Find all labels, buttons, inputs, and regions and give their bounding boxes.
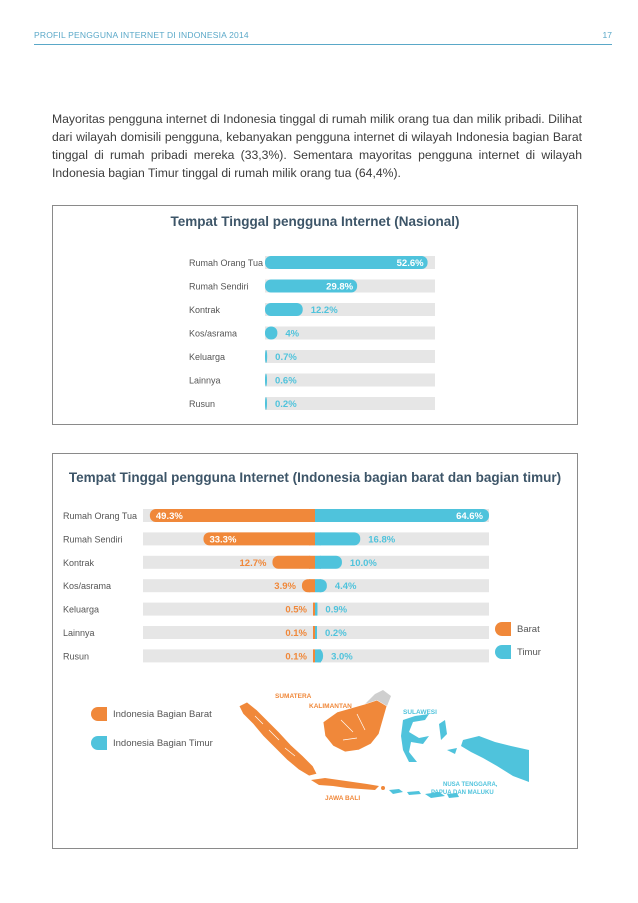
data-label-timur-rumah-orang-tua: 64.6% <box>456 511 483 522</box>
map-label-jawa-bali: JAWA BALI <box>325 795 360 802</box>
map-kalimantan-inner <box>340 713 366 741</box>
category-label-rumah-sendiri: Rumah Sendiri <box>63 534 123 544</box>
data-label-lainnya: 0.6% <box>275 376 297 387</box>
map-label-sulawesi: SULAWESI <box>403 709 437 716</box>
legend-timur-label: Timur <box>517 647 541 658</box>
map-nusa-tenggara <box>389 789 459 798</box>
category-label-rumah-orang-tua: Rumah Orang Tua <box>189 258 263 268</box>
category-label-rumah-sendiri: Rumah Sendiri <box>189 282 249 292</box>
map-sumatera-inner <box>254 715 296 757</box>
data-label-rumah-orang-tua: 52.6% <box>397 258 424 269</box>
bar-track-keluarga <box>265 350 435 363</box>
data-label-rusun: 0.2% <box>275 399 297 410</box>
data-label-timur-kontrak: 10.0% <box>350 558 377 569</box>
indonesia-map: SUMATERA KALIMANTAN SULAWESI JAWA BALI N… <box>238 690 529 802</box>
category-label-rusun: Rusun <box>189 399 215 409</box>
legend-barat-swatch <box>495 622 511 636</box>
map-legend-barat-swatch <box>91 707 107 721</box>
bar-track-rusun <box>265 397 435 410</box>
data-label-barat-kos-asrama: 3.9% <box>274 581 296 592</box>
map-maluku <box>439 720 457 754</box>
bar-track-kontrak <box>265 303 435 316</box>
map-kalimantan-north <box>365 690 391 706</box>
category-label-rusun: Rusun <box>63 651 89 661</box>
region-chart: Rumah Orang Tua 49.3% 64.6% Rumah Sendiri 33… <box>63 509 489 663</box>
bar-barat-rumah-sendiri <box>203 532 315 546</box>
data-label-timur-rusun: 3.0% <box>331 651 353 662</box>
region-chart-panel: Tempat Tinggal pengguna Internet (Indone… <box>52 453 578 849</box>
bar-rumah-sendiri <box>265 279 358 293</box>
category-label-kontrak: Kontrak <box>189 305 221 315</box>
map-label-kalimantan: KALIMANTAN <box>309 703 352 710</box>
data-label-timur-kos-asrama: 4.4% <box>335 581 357 592</box>
map-kalimantan <box>322 699 388 753</box>
bar-lainnya <box>265 373 267 387</box>
national-chart-panel: Tempat Tinggal pengguna Internet (Nasion… <box>52 205 578 425</box>
category-label-kontrak: Kontrak <box>63 558 95 568</box>
bar-timur-rumah-orang-tua <box>315 509 489 522</box>
data-label-timur-rumah-sendiri: 16.8% <box>368 534 395 545</box>
data-label-barat-rusun: 0.1% <box>285 651 307 662</box>
category-label-rumah-orang-tua: Rumah Orang Tua <box>63 511 137 521</box>
region-chart-title: Tempat Tinggal pengguna Internet (Indone… <box>68 470 562 485</box>
bar-timur-rumah-sendiri <box>315 532 361 546</box>
map-legend-timur-label: Indonesia Bagian Timur <box>113 738 213 749</box>
bar-timur-kontrak <box>315 555 342 569</box>
data-label-barat-rumah-orang-tua: 49.3% <box>156 511 183 522</box>
data-label-kos-asrama: 4% <box>285 329 299 340</box>
map-sulawesi <box>401 714 429 762</box>
bar-rumah-orang-tua <box>265 256 428 269</box>
bar-kontrak <box>265 303 303 316</box>
data-label-barat-keluarga: 0.5% <box>285 605 307 616</box>
bar-rusun <box>265 397 267 410</box>
bar-track-kos-asrama <box>265 326 435 340</box>
map-legend-timur-swatch <box>91 736 107 750</box>
map-bali <box>381 786 385 790</box>
category-label-kos-asrama: Kos/asrama <box>189 329 237 339</box>
map-label-nusa-tenggara: NUSA TENGGARA, <box>443 782 498 788</box>
bar-track-lainnya <box>265 373 435 387</box>
national-chart-title: Tempat Tinggal pengguna Internet (Nasion… <box>170 214 460 229</box>
bar-barat-rumah-orang-tua <box>149 509 315 522</box>
header-divider <box>34 44 612 45</box>
data-label-timur-keluarga: 0.9% <box>325 605 347 616</box>
map-label-papua-maluku: PAPUA DAN MALUKU <box>431 790 494 796</box>
category-label-lainnya: Lainnya <box>189 376 221 386</box>
bar-barat-kontrak <box>272 555 315 569</box>
data-label-barat-rumah-sendiri: 33.3% <box>209 534 236 545</box>
map-legend-barat-label: Indonesia Bagian Barat <box>113 709 212 720</box>
national-chart: Rumah Orang Tua 52.6% Rumah Sendiri 29.8% Ko… <box>189 256 435 410</box>
category-label-kos-asrama: Kos/asrama <box>63 581 111 591</box>
category-label-lainnya: Lainnya <box>63 628 95 638</box>
data-label-rumah-sendiri: 29.8% <box>326 282 353 293</box>
intro-paragraph: Mayoritas pengguna internet di Indonesia… <box>52 112 582 180</box>
data-label-kontrak: 12.2% <box>311 305 338 316</box>
category-label-keluarga: Keluarga <box>189 352 225 362</box>
header-title: PROFIL PENGGUNA INTERNET DI INDONESIA 20… <box>34 30 249 40</box>
page-number: 17 <box>602 30 612 40</box>
data-label-timur-lainnya: 0.2% <box>325 628 347 639</box>
data-label-barat-kontrak: 12.7% <box>240 558 267 569</box>
bar-keluarga <box>265 350 268 363</box>
map-papua <box>461 736 529 782</box>
page-header: PROFIL PENGGUNA INTERNET DI INDONESIA 20… <box>34 30 612 46</box>
map-label-sumatera: SUMATERA <box>275 693 312 700</box>
data-label-barat-lainnya: 0.1% <box>285 628 307 639</box>
legend-barat-label: Barat <box>517 624 540 635</box>
bar-kos-asrama <box>265 326 278 340</box>
map-jawa <box>311 778 379 790</box>
legend-timur-swatch <box>495 645 511 659</box>
data-label-keluarga: 0.7% <box>275 352 297 363</box>
category-label-keluarga: Keluarga <box>63 605 99 615</box>
